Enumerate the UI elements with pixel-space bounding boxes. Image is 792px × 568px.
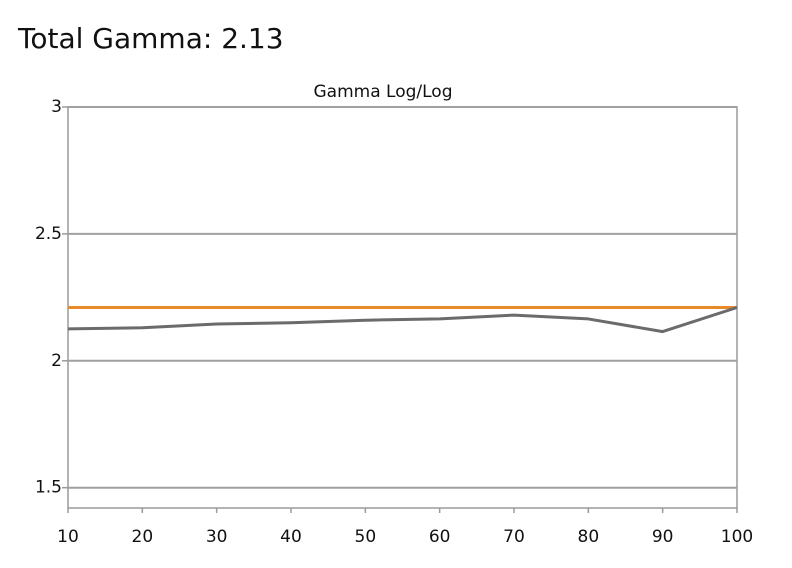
x-tick-label: 30	[206, 527, 228, 547]
x-tick-label: 20	[132, 527, 154, 547]
y-tick-label: 1.5	[35, 478, 62, 498]
series-line	[67, 306, 738, 334]
y-tick-label: 2.5	[35, 224, 62, 244]
x-tick-label: 70	[503, 527, 525, 547]
chart-subtitle: Gamma Log/Log	[314, 82, 453, 102]
y-tick-label: 3	[51, 97, 62, 117]
x-tick-label: 80	[578, 527, 600, 547]
x-tick-label: 60	[429, 527, 451, 547]
x-tick-label: 40	[280, 527, 302, 547]
chart-title: Total Gamma: 2.13	[17, 22, 284, 55]
x-tick-label: 10	[57, 527, 79, 547]
x-tick-label: 50	[355, 527, 377, 547]
x-tick-label: 100	[721, 527, 753, 547]
x-tick-label: 90	[652, 527, 674, 547]
y-tick-label: 2	[51, 351, 62, 371]
